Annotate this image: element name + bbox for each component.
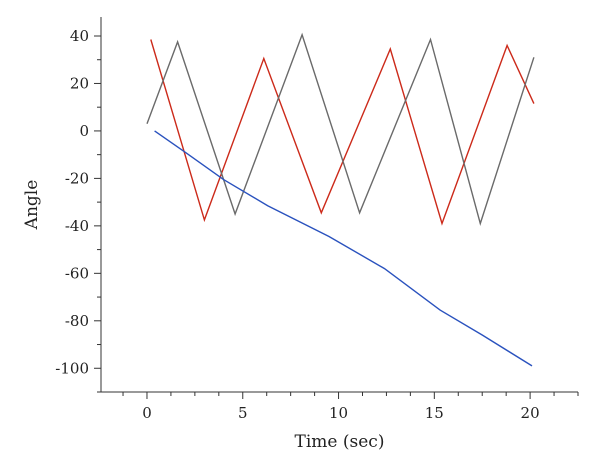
ticks-layer: 0 5 10 15 20 40 20 0 -20 -40 -60 -80 -100 bbox=[55, 27, 579, 422]
y-tick-label-2: 0 bbox=[79, 122, 89, 140]
y-tick-label-7: -100 bbox=[55, 359, 89, 377]
y-tick-label-6: -80 bbox=[65, 312, 89, 330]
y-axis-label: Angle bbox=[22, 180, 42, 231]
series-line-0 bbox=[150, 39, 535, 226]
series-layer bbox=[146, 32, 535, 367]
y-tick-label-1: 20 bbox=[70, 74, 89, 92]
x-tick-label-4: 20 bbox=[521, 404, 540, 422]
axes-layer bbox=[100, 17, 578, 393]
y-tick-label-4: -40 bbox=[65, 217, 89, 235]
x-tick-label-0: 0 bbox=[142, 404, 152, 422]
x-tick-label-2: 10 bbox=[329, 404, 348, 422]
x-axis-label: Time (sec) bbox=[295, 432, 385, 452]
x-tick-label-3: 15 bbox=[425, 404, 444, 422]
y-tick-label-3: -20 bbox=[65, 169, 89, 187]
series-line-1 bbox=[146, 32, 535, 226]
y-tick-label-0: 40 bbox=[70, 27, 89, 45]
y-tick-label-5: -60 bbox=[65, 264, 89, 282]
series-line-2 bbox=[154, 130, 533, 367]
x-tick-label-1: 5 bbox=[238, 404, 248, 422]
